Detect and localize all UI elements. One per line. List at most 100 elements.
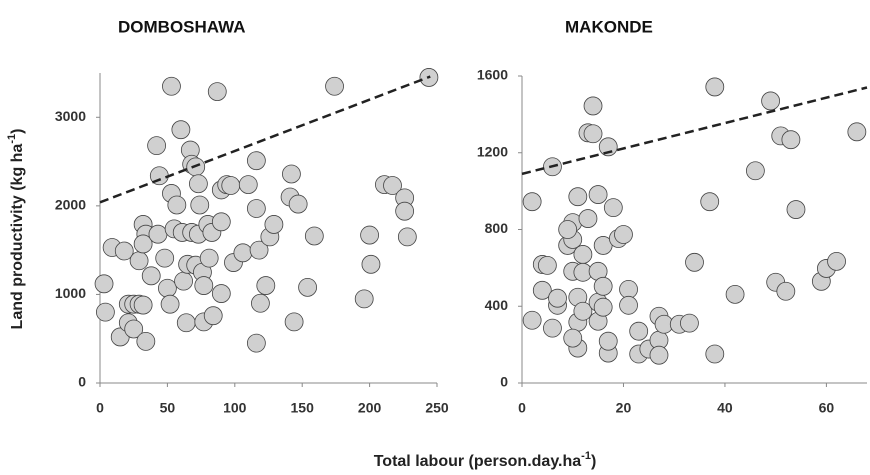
point <box>133 234 153 254</box>
trendline <box>99 75 431 204</box>
point <box>251 293 270 313</box>
point <box>325 76 344 96</box>
point <box>543 318 562 338</box>
point <box>629 321 649 341</box>
x-tick-label: 200 <box>358 400 382 416</box>
x-tick-label: 0 <box>96 400 104 416</box>
point <box>282 164 301 184</box>
x-label-text: Total labour (person.day.ha <box>374 453 582 470</box>
point <box>776 281 796 301</box>
x-tick-label: 20 <box>616 400 632 416</box>
point <box>614 225 633 244</box>
point <box>124 319 144 339</box>
y-tick-label: 1000 <box>55 285 86 301</box>
point <box>256 276 276 295</box>
point <box>649 345 669 365</box>
point <box>827 251 846 271</box>
point <box>171 120 191 140</box>
point <box>199 248 219 268</box>
point <box>578 209 598 228</box>
x-tick-label: 50 <box>160 400 176 416</box>
y-tick-label: 1600 <box>477 67 508 83</box>
y-tick-label: 1200 <box>477 143 508 159</box>
point <box>288 194 308 214</box>
point <box>593 276 613 296</box>
point <box>847 122 867 142</box>
point <box>264 215 284 234</box>
point <box>203 306 223 326</box>
x-tick-label: 100 <box>223 400 247 416</box>
point <box>298 277 317 297</box>
point <box>680 313 699 333</box>
point <box>685 252 704 272</box>
point <box>114 241 134 261</box>
y-label-end: ) <box>9 129 26 134</box>
point <box>593 297 613 317</box>
point <box>568 187 588 207</box>
x-tick-label: 40 <box>717 400 733 416</box>
y-label-text: Land productivity (kg ha <box>9 144 26 330</box>
point <box>537 255 557 275</box>
point <box>563 328 583 348</box>
point <box>167 195 187 215</box>
point <box>781 130 801 150</box>
y-tick-label: 2000 <box>55 197 86 213</box>
point <box>354 289 374 309</box>
point <box>700 192 720 212</box>
x-label-end: ) <box>591 453 596 470</box>
point <box>174 271 193 291</box>
point <box>397 227 417 247</box>
point <box>745 161 765 181</box>
point <box>360 225 380 245</box>
point <box>211 212 231 232</box>
point <box>141 266 161 286</box>
point <box>136 331 156 351</box>
x-tick-label: 60 <box>819 400 835 416</box>
point <box>548 288 567 308</box>
point <box>148 224 168 244</box>
point <box>233 243 253 263</box>
point <box>194 276 214 295</box>
point <box>395 201 415 221</box>
point <box>598 137 618 157</box>
point <box>129 251 149 271</box>
point <box>160 294 180 314</box>
point <box>598 331 618 351</box>
point <box>573 301 593 321</box>
y-label-sup: -1 <box>6 134 18 144</box>
x-tick-label: 150 <box>291 400 315 416</box>
point <box>705 77 725 97</box>
point <box>558 220 578 239</box>
point <box>157 278 177 298</box>
point <box>705 344 725 364</box>
point <box>95 302 115 322</box>
point <box>522 192 542 212</box>
point <box>94 274 114 294</box>
point <box>619 295 638 315</box>
y-tick-label: 3000 <box>55 108 86 124</box>
point <box>383 176 402 195</box>
point <box>583 124 603 144</box>
y-tick-label: 0 <box>78 374 86 390</box>
x-label-sup: -1 <box>581 450 591 462</box>
point <box>176 313 196 333</box>
point <box>189 174 208 194</box>
point <box>133 295 153 315</box>
point <box>761 91 781 111</box>
point <box>249 240 269 260</box>
point <box>246 151 266 171</box>
y-tick-label: 800 <box>485 220 509 236</box>
point <box>238 175 258 195</box>
x-tick-label: 0 <box>518 400 526 416</box>
y-tick-label: 400 <box>485 297 509 313</box>
trendline <box>521 86 868 176</box>
point <box>155 248 175 268</box>
point <box>246 199 266 218</box>
x-axis-label: Total labour (person.day.ha-1) <box>374 450 597 470</box>
panel-title: MAKONDE <box>565 17 653 36</box>
point <box>284 312 304 332</box>
x-tick-label: 250 <box>425 400 449 416</box>
point <box>532 280 552 300</box>
y-tick-label: 0 <box>500 374 508 390</box>
